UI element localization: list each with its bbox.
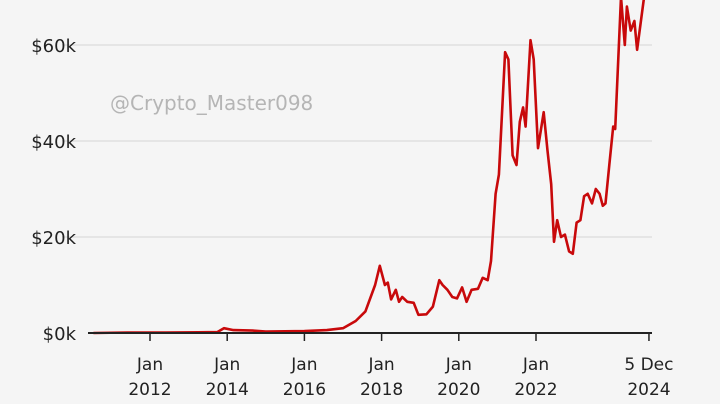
x-tick-label: 2012 [128,380,171,400]
x-tick-label: 5 Dec [624,355,673,375]
x-tick-label: 2020 [437,380,480,400]
x-tick-label: 2022 [514,380,557,400]
watermark: @Crypto_Master098 [110,91,313,115]
price-line [93,0,646,335]
x-tick-label: Jan [522,355,549,375]
y-tick-label: $40k [31,132,76,153]
y-tick-label: $0k [43,324,77,345]
x-tick-label: Jan [213,355,240,375]
x-tick-label: 2018 [360,380,403,400]
x-tick-label: Jan [290,355,317,375]
x-tick-label: Jan [445,355,472,375]
x-tick-label: 2016 [283,380,326,400]
x-tick-label: Jan [136,355,163,375]
x-tick-label: 2014 [206,380,249,400]
y-tick-label: $20k [31,228,76,249]
x-tick-label: Jan [367,355,394,375]
x-tick-label: 2024 [627,380,670,400]
y-tick-label: $60k [31,36,76,57]
